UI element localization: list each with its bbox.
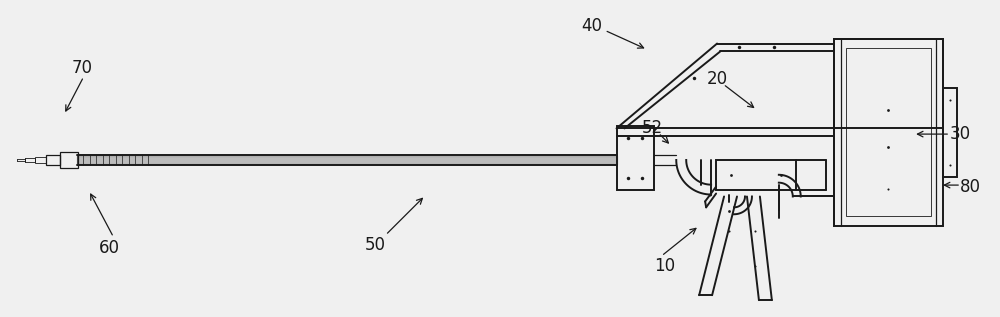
Text: 40: 40 bbox=[581, 16, 602, 35]
Bar bbox=[60, 152, 78, 168]
Text: 50: 50 bbox=[365, 236, 386, 254]
Text: 10: 10 bbox=[654, 257, 675, 275]
Bar bbox=[25, 158, 35, 162]
Bar bbox=[834, 39, 943, 226]
Text: 20: 20 bbox=[707, 70, 728, 88]
Bar bbox=[834, 39, 943, 128]
Text: 30: 30 bbox=[950, 125, 971, 143]
Text: 70: 70 bbox=[71, 59, 92, 77]
Text: 80: 80 bbox=[960, 178, 981, 196]
Bar bbox=[35, 157, 46, 164]
Text: 60: 60 bbox=[99, 239, 120, 257]
Bar bbox=[943, 88, 957, 177]
Bar bbox=[617, 126, 654, 190]
Bar bbox=[846, 49, 931, 216]
Bar bbox=[716, 160, 796, 190]
Text: 52: 52 bbox=[642, 119, 663, 137]
Bar bbox=[46, 155, 60, 165]
